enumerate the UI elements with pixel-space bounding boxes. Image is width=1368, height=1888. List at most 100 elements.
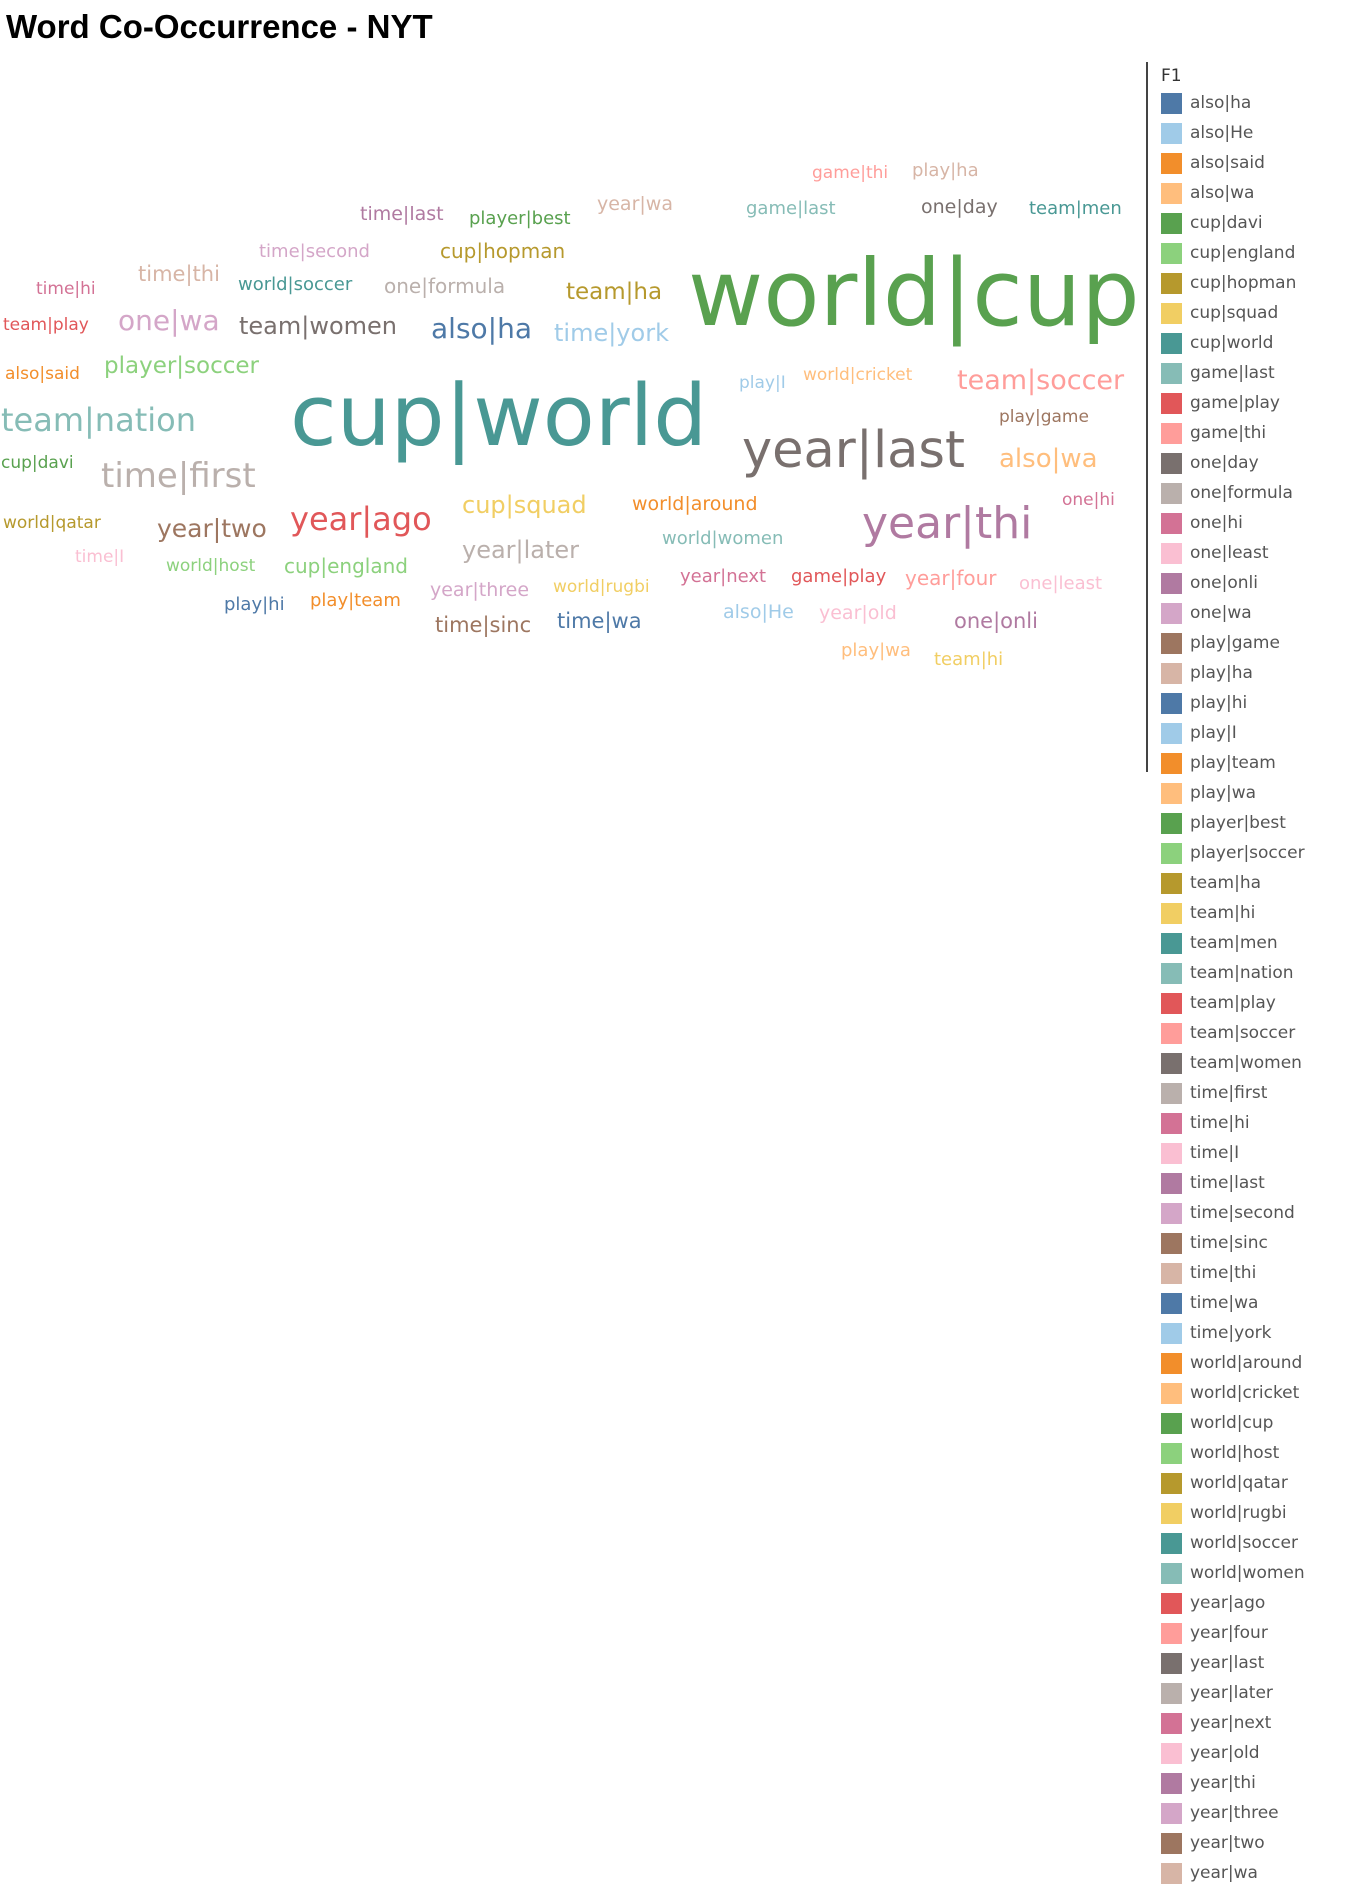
word-one-hi: one|hi <box>1062 490 1115 510</box>
word-cup-davi: cup|davi <box>1 453 74 473</box>
legend-item-team-soccer: team|soccer <box>1161 1018 1305 1048</box>
legend-swatch <box>1161 122 1182 144</box>
legend-swatch <box>1161 512 1182 534</box>
legend-swatch <box>1161 692 1182 714</box>
legend-swatch <box>1161 1832 1182 1854</box>
legend-swatch <box>1161 1742 1182 1764</box>
word-game-thi: game|thi <box>812 163 888 183</box>
legend-label: year|two <box>1190 1833 1265 1853</box>
word-play-wa: play|wa <box>841 640 911 661</box>
legend-item-also-said: also|said <box>1161 148 1305 178</box>
legend-item-year-thi: year|thi <box>1161 1768 1305 1798</box>
legend-label: play|game <box>1190 633 1280 653</box>
legend-label: team|women <box>1190 1053 1302 1073</box>
legend-label: year|wa <box>1190 1863 1258 1883</box>
legend-item-time-thi: time|thi <box>1161 1258 1305 1288</box>
legend-label: cup|hopman <box>1190 273 1297 293</box>
legend-swatch <box>1161 332 1182 354</box>
word-year-ago: year|ago <box>290 500 432 538</box>
legend-item-year-next: year|next <box>1161 1708 1305 1738</box>
word-team-ha: team|ha <box>566 279 662 305</box>
legend-items: also|ha also|He also|said also|wa cup|davi cu… <box>1161 88 1305 1888</box>
legend-item-game-play: game|play <box>1161 388 1305 418</box>
word-year-wa: year|wa <box>597 193 673 215</box>
word-play-game: play|game <box>999 407 1089 427</box>
legend-label: world|women <box>1190 1563 1305 1583</box>
legend-swatch <box>1161 242 1182 264</box>
legend-label: year|old <box>1190 1743 1260 1763</box>
word-time-thi: time|thi <box>138 262 220 287</box>
legend-label: team|ha <box>1190 873 1262 893</box>
legend-swatch <box>1161 1502 1182 1524</box>
legend-label: also|wa <box>1190 183 1255 203</box>
legend-label: also|said <box>1190 153 1265 173</box>
legend-label: game|thi <box>1190 423 1267 443</box>
legend-label: player|soccer <box>1190 843 1305 863</box>
legend-item-play-wa: play|wa <box>1161 778 1305 808</box>
legend-swatch <box>1161 452 1182 474</box>
word-year-old: year|old <box>819 602 897 624</box>
word-play-ha: play|ha <box>912 160 979 181</box>
legend-label: year|next <box>1190 1713 1272 1733</box>
legend-label: game|last <box>1190 363 1275 383</box>
legend-item-player-soccer: player|soccer <box>1161 838 1305 868</box>
legend-swatch <box>1161 1322 1182 1344</box>
legend-swatch <box>1161 272 1182 294</box>
legend-item-time-wa: time|wa <box>1161 1288 1305 1318</box>
word-time-last: time|last <box>360 203 444 225</box>
legend-item-year-wa: year|wa <box>1161 1858 1305 1888</box>
legend-label: game|play <box>1190 393 1280 413</box>
legend-swatch <box>1161 1172 1182 1194</box>
legend-label: year|last <box>1190 1653 1265 1673</box>
word-world-rugbi: world|rugbi <box>553 577 650 597</box>
legend-swatch <box>1161 1142 1182 1164</box>
legend-title: F1 <box>1161 66 1182 86</box>
legend-item-world-cup: world|cup <box>1161 1408 1305 1438</box>
word-cup-world: cup|world <box>290 367 707 466</box>
legend-swatch <box>1161 1052 1182 1074</box>
legend-label: world|soccer <box>1190 1533 1298 1553</box>
legend-label: cup|england <box>1190 243 1296 263</box>
legend-swatch <box>1161 1712 1182 1734</box>
legend-label: time|wa <box>1190 1293 1259 1313</box>
legend-item-player-best: player|best <box>1161 808 1305 838</box>
word-year-last: year|last <box>742 421 965 480</box>
legend-swatch <box>1161 212 1182 234</box>
word-one-wa: one|wa <box>118 304 220 337</box>
word-time-first: time|first <box>101 456 256 496</box>
word-world-cricket: world|cricket <box>803 365 913 385</box>
legend-label: time|hi <box>1190 1113 1250 1133</box>
legend-label: play|team <box>1190 753 1276 773</box>
legend-label: play|hi <box>1190 693 1248 713</box>
legend-swatch <box>1161 152 1182 174</box>
legend-item-time-i: time|I <box>1161 1138 1305 1168</box>
legend-swatch <box>1161 992 1182 1014</box>
legend-item-play-i: play|I <box>1161 718 1305 748</box>
word-time-second: time|second <box>259 241 370 262</box>
word-time-i: time|I <box>75 547 124 567</box>
legend-item-one-formula: one|formula <box>1161 478 1305 508</box>
word-also-said: also|said <box>5 364 80 384</box>
legend-item-year-three: year|three <box>1161 1798 1305 1828</box>
legend-swatch <box>1161 1022 1182 1044</box>
legend-label: year|four <box>1190 1623 1268 1643</box>
legend-label: team|hi <box>1190 903 1256 923</box>
legend-label: time|sinc <box>1190 1233 1268 1253</box>
legend-item-also-wa: also|wa <box>1161 178 1305 208</box>
legend-label: one|day <box>1190 453 1259 473</box>
legend-swatch <box>1161 1652 1182 1674</box>
legend-label: team|soccer <box>1190 1023 1296 1043</box>
word-year-later: year|later <box>462 536 579 564</box>
legend-item-play-game: play|game <box>1161 628 1305 658</box>
legend-label: cup|world <box>1190 333 1274 353</box>
word-world-around: world|around <box>632 493 758 515</box>
legend-swatch <box>1161 1592 1182 1614</box>
legend-item-game-last: game|last <box>1161 358 1305 388</box>
word-world-women: world|women <box>662 528 783 549</box>
legend-item-team-hi: team|hi <box>1161 898 1305 928</box>
legend-label: also|ha <box>1190 93 1252 113</box>
word-time-hi: time|hi <box>36 279 96 299</box>
legend-item-one-onli: one|onli <box>1161 568 1305 598</box>
legend-label: year|thi <box>1190 1773 1256 1793</box>
